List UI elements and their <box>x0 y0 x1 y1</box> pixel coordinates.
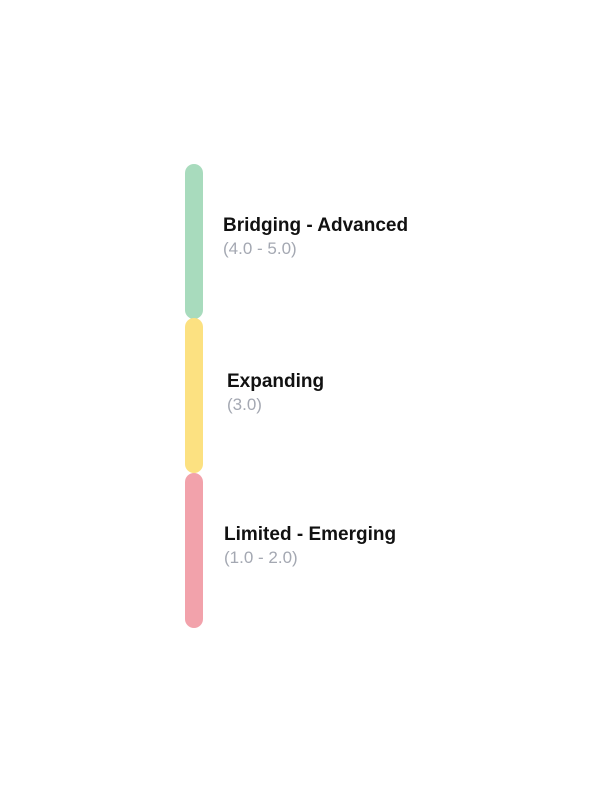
bridging-advanced-title: Bridging - Advanced <box>223 215 409 236</box>
bridging-advanced-bar <box>185 164 203 319</box>
expanding-range: (3.0) <box>227 395 262 414</box>
expanding-label-group: Expanding (3.0) <box>227 371 324 416</box>
limited-emerging-label-group: Limited - Emerging (1.0 - 2.0) <box>224 524 396 569</box>
bridging-advanced-range: (4.0 - 5.0) <box>223 239 297 258</box>
limited-emerging-range: (1.0 - 2.0) <box>224 548 298 567</box>
bridging-advanced-label-group: Bridging - Advanced (4.0 - 5.0) <box>223 215 408 260</box>
expanding-bar <box>185 318 203 473</box>
limited-emerging-title: Limited - Emerging <box>224 524 397 545</box>
limited-emerging-bar <box>185 473 203 628</box>
expanding-title: Expanding <box>227 371 325 392</box>
